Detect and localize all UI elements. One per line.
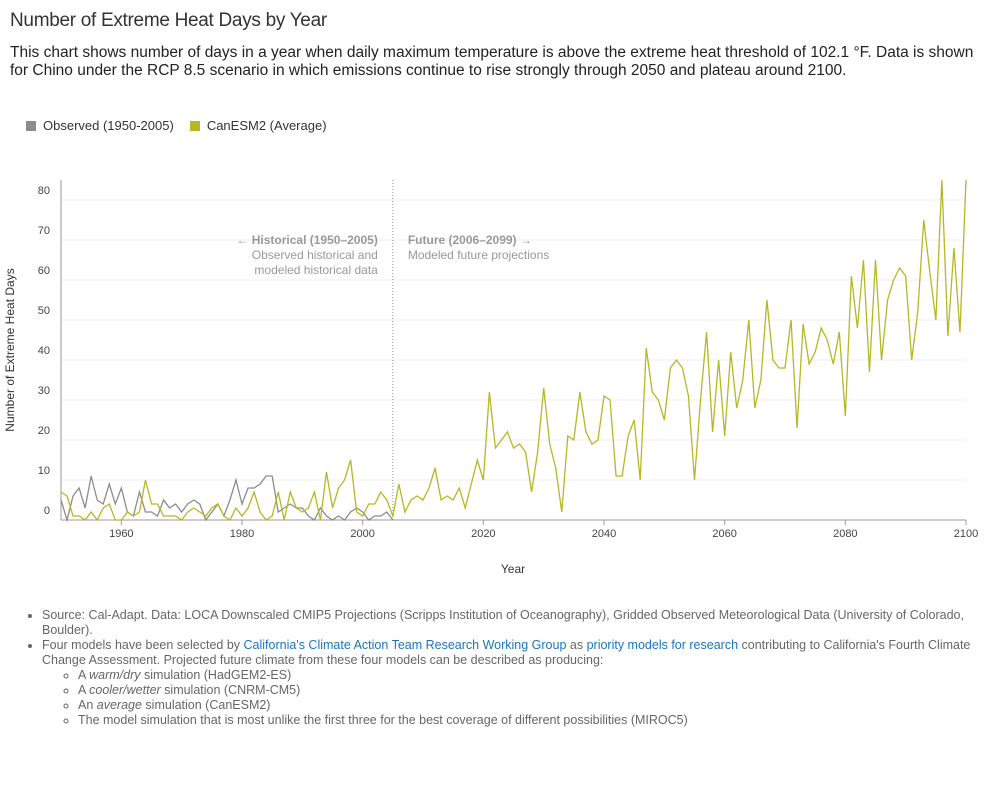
note-text: Four models have been selected by xyxy=(42,638,244,652)
note-text: Source: Cal-Adapt. Data: LOCA Downscaled… xyxy=(42,608,964,637)
y-tick-label: 60 xyxy=(38,265,50,277)
legend-label: CanESM2 (Average) xyxy=(206,118,327,133)
note: Source: Cal-Adapt. Data: LOCA Downscaled… xyxy=(42,608,992,638)
legend: Observed (1950-2005) CanESM2 (Average) xyxy=(26,118,327,133)
annotation: ← Historical (1950–2005) xyxy=(236,233,377,247)
annotation: Modeled future projections xyxy=(408,248,549,262)
y-tick-label: 30 xyxy=(38,385,50,397)
note-text: as xyxy=(566,638,587,652)
description: This chart shows number of days in a yea… xyxy=(10,44,974,79)
annotation: Future (2006–2099) → xyxy=(408,233,532,247)
note-text: simulation (CanESM2) xyxy=(141,698,271,712)
note-text: simulation (HadGEM2-ES) xyxy=(140,668,292,682)
y-tick-label: 40 xyxy=(38,345,50,357)
x-tick-label: 2080 xyxy=(833,528,857,540)
note-text: average xyxy=(96,698,142,712)
x-tick-label: 2000 xyxy=(350,528,374,540)
note-text: contributing to California's Fourth Clim… xyxy=(42,638,971,667)
annotation: Observed historical and xyxy=(252,248,378,262)
legend-item: CanESM2 (Average) xyxy=(189,118,327,133)
note-text: simulation (CNRM-CM5) xyxy=(160,683,301,697)
chart: Number of Extreme Heat Days Year 0 10 20 30… xyxy=(3,179,978,576)
y-tick-label: 0 xyxy=(44,505,50,517)
sub-note: An average simulation (CanESM2) xyxy=(78,698,992,713)
y-tick-label: 10 xyxy=(38,465,50,477)
x-tick-label: 2100 xyxy=(954,528,978,540)
sub-note: A warm/dry simulation (HadGEM2-ES) xyxy=(78,668,992,683)
x-tick-label: 2020 xyxy=(471,528,495,540)
sub-list: A warm/dry simulation (HadGEM2-ES)A cool… xyxy=(42,668,992,728)
x-axis-label: Year xyxy=(501,562,525,576)
sub-note: The model simulation that is most unlike… xyxy=(78,713,992,728)
note-text: A xyxy=(78,668,90,682)
legend-label: Observed (1950-2005) xyxy=(43,118,174,133)
x-tick-label: 2040 xyxy=(592,528,616,540)
title: Number of Extreme Heat Days by Year xyxy=(10,10,327,31)
note: Four models have been selected by Califo… xyxy=(42,638,992,728)
notes: Source: Cal-Adapt. Data: LOCA Downscaled… xyxy=(20,608,992,728)
x-tick-label: 1980 xyxy=(230,528,254,540)
series-line xyxy=(60,475,394,523)
x-tick-label: 2060 xyxy=(712,528,736,540)
sub-note: A cooler/wetter simulation (CNRM-CM5) xyxy=(78,683,992,698)
x-tick-label: 1960 xyxy=(109,528,133,540)
link[interactable]: California's Climate Action Team Researc… xyxy=(243,638,567,652)
note-text: A xyxy=(78,683,90,697)
y-tick-label: 70 xyxy=(38,225,50,237)
link[interactable]: priority models for research xyxy=(586,638,739,652)
legend-swatch xyxy=(26,121,36,131)
annotation: modeled historical data xyxy=(254,263,378,277)
note-text: An xyxy=(78,698,97,712)
note-text: The model simulation that is most unlike… xyxy=(78,713,688,727)
y-tick-label: 50 xyxy=(38,305,50,317)
series-line xyxy=(60,179,967,522)
legend-item: Observed (1950-2005) xyxy=(26,118,174,133)
note-text: warm/dry xyxy=(89,668,141,682)
legend-swatch xyxy=(189,121,200,131)
y-axis-label: Number of Extreme Heat Days xyxy=(3,268,17,431)
y-tick-label: 80 xyxy=(38,185,50,197)
y-tick-label: 20 xyxy=(38,425,50,437)
note-text: cooler/wetter xyxy=(89,683,161,697)
